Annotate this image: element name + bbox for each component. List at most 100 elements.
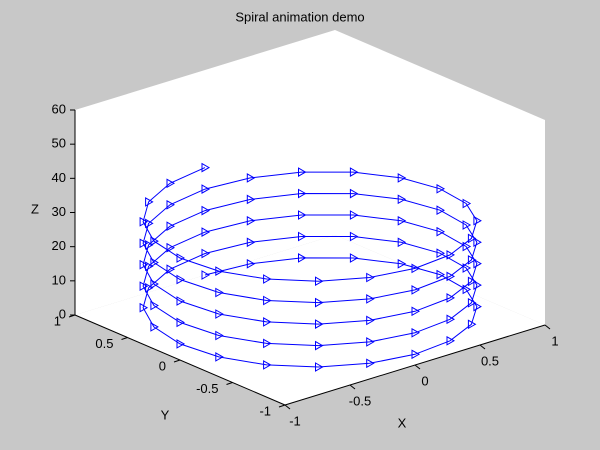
marker bbox=[462, 284, 472, 295]
marker bbox=[473, 258, 482, 269]
marker bbox=[201, 205, 211, 216]
marker bbox=[436, 183, 446, 194]
marker bbox=[473, 215, 482, 226]
marker bbox=[446, 250, 456, 260]
y-tick-label: 0.5 bbox=[95, 336, 113, 351]
x-tick bbox=[349, 384, 356, 390]
marker bbox=[349, 188, 359, 199]
marker bbox=[150, 300, 159, 311]
marker bbox=[150, 236, 159, 246]
marker bbox=[139, 238, 149, 249]
marker bbox=[201, 227, 211, 237]
marker bbox=[315, 340, 324, 351]
y-tick bbox=[173, 359, 181, 363]
marker bbox=[397, 215, 407, 226]
marker bbox=[145, 240, 154, 250]
marker bbox=[145, 282, 154, 293]
marker bbox=[436, 248, 446, 259]
marker bbox=[462, 263, 472, 273]
marker bbox=[467, 297, 477, 308]
marker bbox=[462, 220, 472, 230]
marker bbox=[215, 309, 224, 319]
z-tick-label: 50 bbox=[52, 136, 66, 151]
marker bbox=[366, 272, 375, 283]
marker bbox=[215, 287, 224, 298]
marker bbox=[176, 274, 186, 285]
x-tick-label: -1 bbox=[289, 413, 301, 428]
y-tick-label: -1 bbox=[259, 403, 271, 418]
marker bbox=[446, 314, 456, 325]
marker bbox=[397, 194, 407, 205]
marker bbox=[215, 352, 224, 362]
marker bbox=[298, 210, 307, 220]
marker bbox=[246, 258, 256, 269]
x-tick-label: 0 bbox=[421, 373, 428, 388]
marker bbox=[166, 264, 176, 275]
marker bbox=[263, 338, 272, 349]
marker bbox=[366, 315, 375, 326]
y-tick-label: 1 bbox=[54, 313, 61, 328]
marker bbox=[263, 360, 272, 370]
marker bbox=[176, 317, 186, 328]
marker bbox=[467, 233, 477, 244]
marker bbox=[473, 237, 482, 248]
x-tick bbox=[284, 404, 291, 410]
marker bbox=[315, 297, 324, 308]
marker bbox=[246, 237, 256, 248]
z-tick-label: 60 bbox=[52, 101, 66, 116]
marker bbox=[145, 197, 154, 207]
z-tick-label: 0 bbox=[59, 306, 66, 321]
marker bbox=[201, 248, 211, 259]
marker bbox=[397, 173, 407, 183]
marker bbox=[298, 231, 307, 242]
marker bbox=[145, 218, 154, 229]
chart-title: Spiral animation demo bbox=[235, 9, 364, 24]
marker bbox=[462, 241, 472, 252]
marker bbox=[446, 271, 456, 282]
marker bbox=[139, 216, 149, 227]
marker bbox=[150, 257, 159, 268]
marker bbox=[166, 199, 176, 210]
z-tick-label: 10 bbox=[52, 272, 66, 287]
marker bbox=[150, 322, 159, 332]
marker bbox=[411, 306, 421, 317]
marker bbox=[246, 173, 256, 183]
x-tick-label: -0.5 bbox=[349, 393, 371, 408]
marker bbox=[411, 327, 421, 338]
z-axis-label: Z bbox=[31, 201, 39, 216]
marker bbox=[315, 362, 324, 372]
marker bbox=[150, 279, 159, 289]
marker bbox=[201, 270, 211, 280]
y-tick-label: 0 bbox=[159, 358, 166, 373]
y-tick-label: -0.5 bbox=[196, 381, 218, 396]
marker bbox=[436, 269, 446, 280]
z-tick-label: 30 bbox=[52, 204, 66, 219]
marker bbox=[411, 349, 421, 360]
marker bbox=[467, 276, 477, 287]
marker bbox=[366, 358, 375, 369]
marker bbox=[176, 296, 186, 306]
marker bbox=[473, 301, 482, 312]
x-tick bbox=[414, 364, 421, 370]
marker bbox=[366, 337, 375, 347]
marker bbox=[166, 242, 176, 253]
x-axis-label: X bbox=[398, 415, 407, 430]
marker bbox=[366, 294, 375, 304]
marker bbox=[411, 285, 421, 295]
marker bbox=[315, 276, 324, 287]
marker bbox=[298, 253, 307, 263]
marker bbox=[176, 339, 186, 349]
marker bbox=[139, 259, 149, 270]
marker bbox=[263, 274, 272, 284]
side-wall bbox=[335, 30, 545, 325]
marker bbox=[315, 319, 324, 329]
z-tick-label: 20 bbox=[52, 238, 66, 253]
marker bbox=[298, 167, 307, 177]
marker bbox=[176, 253, 186, 263]
y-tick bbox=[278, 404, 286, 408]
marker bbox=[166, 221, 176, 232]
z-tick-label: 40 bbox=[52, 170, 66, 185]
x-tick-label: 1 bbox=[551, 333, 558, 348]
marker bbox=[411, 263, 421, 274]
